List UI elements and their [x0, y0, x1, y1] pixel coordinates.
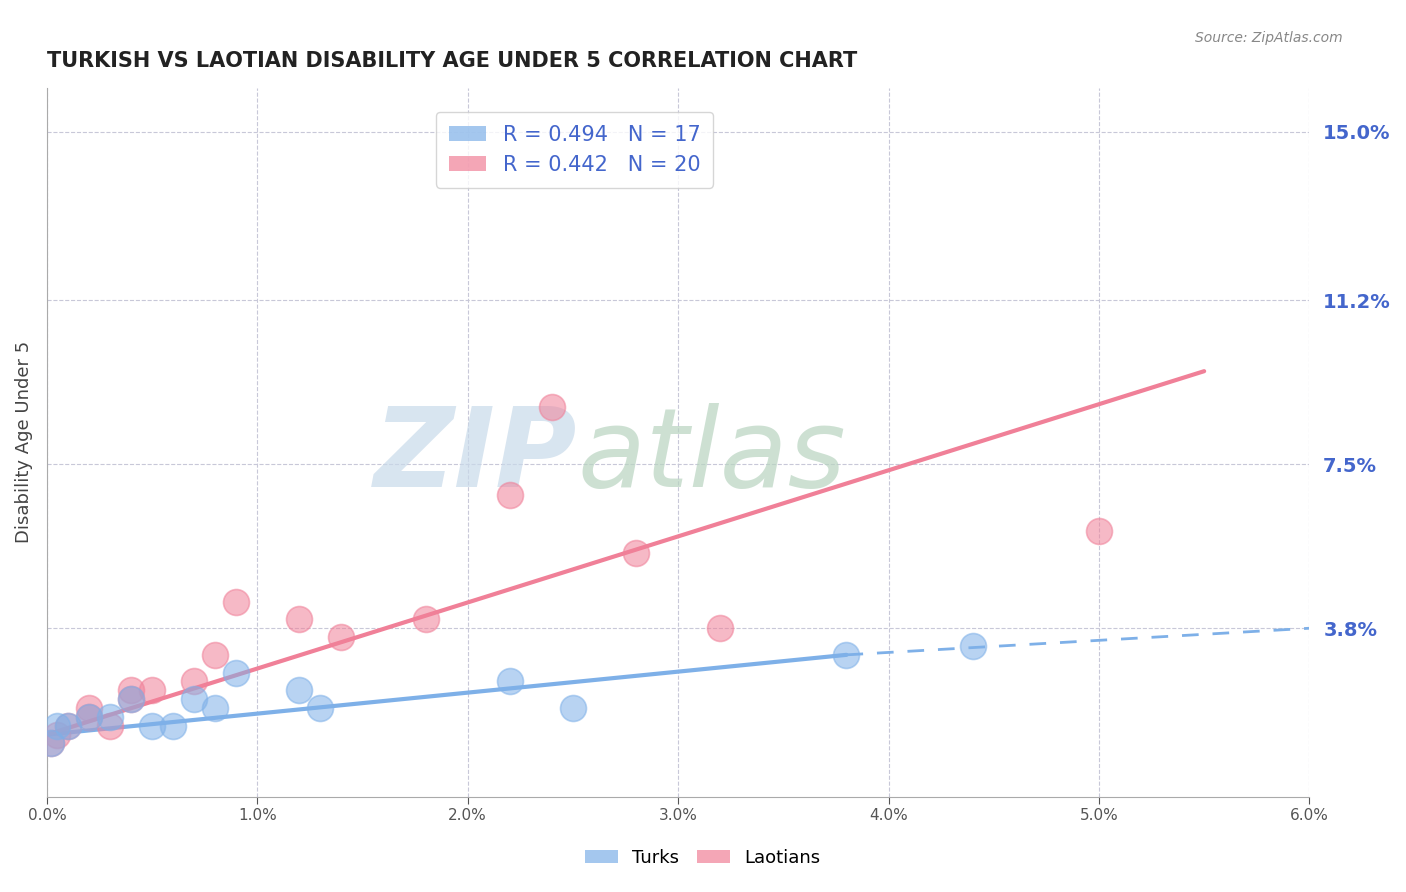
Point [499, 488, 522, 502]
Text: Source: ZipAtlas.com: Source: ZipAtlas.com [1195, 31, 1343, 45]
Point [183, 692, 205, 706]
Point [1088, 524, 1111, 538]
Point [183, 674, 205, 689]
Point [288, 612, 311, 626]
Point [77, 710, 100, 724]
Point [709, 621, 731, 635]
Point [835, 648, 858, 662]
Text: TURKISH VS LAOTIAN DISABILITY AGE UNDER 5 CORRELATION CHART: TURKISH VS LAOTIAN DISABILITY AGE UNDER … [46, 51, 858, 70]
Point [141, 683, 163, 698]
Point [98, 719, 121, 733]
Point [141, 719, 163, 733]
Point [77, 701, 100, 715]
Point [962, 639, 984, 653]
Point [204, 701, 226, 715]
Point [162, 719, 184, 733]
Legend: R = 0.494   N = 17, R = 0.442   N = 20: R = 0.494 N = 17, R = 0.442 N = 20 [436, 112, 713, 187]
Point [39, 737, 62, 751]
Point [204, 648, 226, 662]
Point [415, 612, 437, 626]
Point [330, 630, 353, 644]
Point [46, 728, 69, 742]
Point [56, 719, 79, 733]
Point [120, 692, 142, 706]
Point [624, 546, 647, 560]
Text: ZIP: ZIP [374, 403, 576, 509]
Point [98, 710, 121, 724]
Point [120, 692, 142, 706]
Text: atlas: atlas [576, 403, 846, 509]
Legend: Turks, Laotians: Turks, Laotians [578, 842, 828, 874]
Y-axis label: Disability Age Under 5: Disability Age Under 5 [15, 341, 32, 543]
Point [56, 719, 79, 733]
Point [225, 665, 247, 680]
Point [288, 683, 311, 698]
Point [225, 595, 247, 609]
Point [561, 701, 583, 715]
Point [77, 710, 100, 724]
Point [541, 400, 564, 414]
Point [309, 701, 332, 715]
Point [499, 674, 522, 689]
Point [39, 737, 62, 751]
Point [120, 683, 142, 698]
Point [46, 719, 69, 733]
